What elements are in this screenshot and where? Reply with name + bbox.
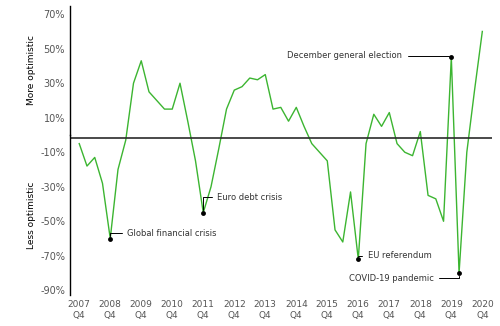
Text: Euro debt crisis: Euro debt crisis	[204, 193, 282, 210]
Text: Less optimistic: Less optimistic	[28, 182, 36, 249]
Text: More optimistic: More optimistic	[28, 35, 36, 105]
Text: EU referendum: EU referendum	[358, 251, 432, 260]
Text: December general election: December general election	[287, 51, 449, 60]
Text: COVID-19 pandemic: COVID-19 pandemic	[349, 274, 459, 283]
Text: Global financial crisis: Global financial crisis	[110, 229, 217, 238]
